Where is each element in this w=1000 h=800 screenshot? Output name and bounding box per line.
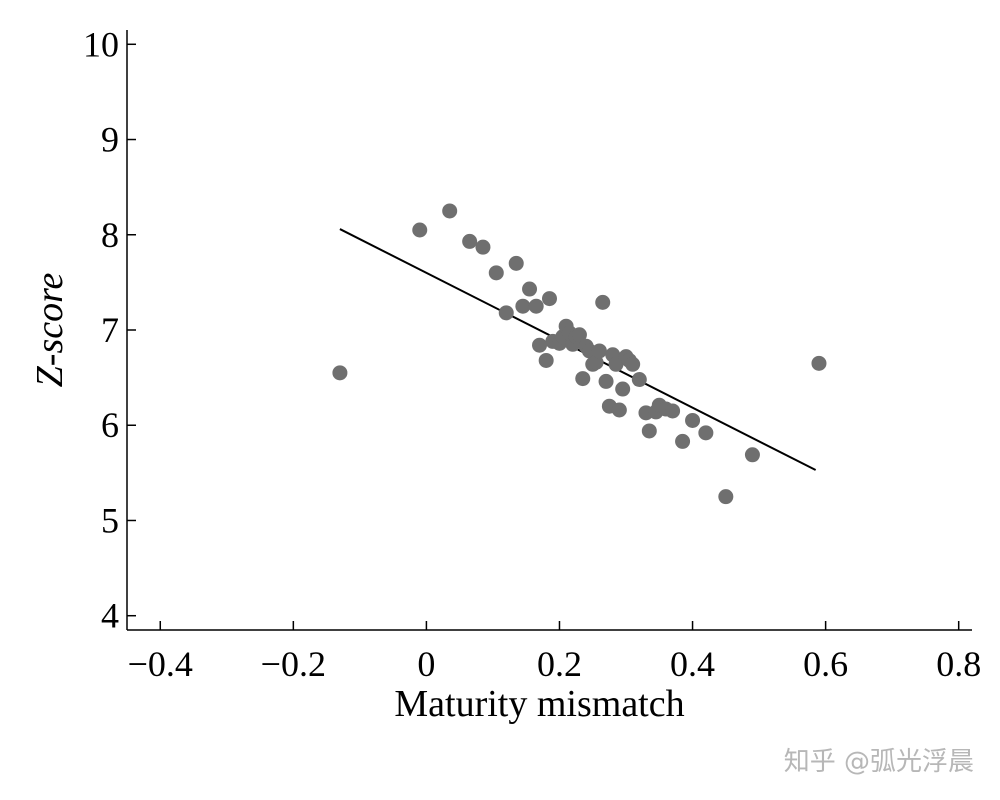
- x-ticks: −0.4 −0.2 0 0.2 0.4 0.6 0.8: [128, 621, 981, 684]
- data-point: [744, 447, 760, 463]
- data-point: [522, 281, 538, 297]
- data-point: [675, 433, 691, 449]
- x-tick-label: −0.2: [261, 644, 326, 684]
- data-point: [598, 373, 614, 389]
- data-points: [332, 203, 827, 505]
- data-point: [488, 265, 504, 281]
- data-point: [588, 354, 604, 370]
- data-point: [625, 356, 641, 372]
- axes: −0.4 −0.2 0 0.2 0.4 0.6 0.8 4 5 6 7 8 9 10: [83, 24, 981, 684]
- x-tick-label: 0.6: [803, 644, 848, 684]
- y-tick-label: 9: [101, 120, 119, 160]
- x-tick-label: 0.8: [936, 644, 981, 684]
- data-point: [811, 355, 827, 371]
- y-tick-label: 7: [101, 310, 119, 350]
- data-point: [532, 337, 548, 353]
- data-point: [631, 372, 647, 388]
- data-point: [332, 365, 348, 381]
- data-point: [718, 489, 734, 505]
- data-point: [515, 298, 531, 314]
- y-tick-label: 10: [83, 24, 119, 64]
- data-point: [698, 425, 714, 441]
- data-point: [538, 352, 554, 368]
- data-point: [475, 239, 491, 255]
- data-point: [665, 403, 681, 419]
- data-point: [615, 381, 631, 397]
- data-point: [595, 294, 611, 310]
- data-point: [442, 203, 458, 219]
- x-tick-label: −0.4: [128, 644, 193, 684]
- y-tick-label: 6: [101, 405, 119, 445]
- x-axis-label: Maturity mismatch: [394, 683, 684, 725]
- x-tick-label: 0.4: [670, 644, 715, 684]
- data-point: [508, 255, 524, 271]
- data-point: [591, 343, 607, 359]
- watermark: 知乎 @弧光浮晨: [783, 747, 974, 777]
- x-tick-label: 0: [417, 644, 435, 684]
- data-point: [571, 327, 587, 343]
- y-axis-label: Z-score: [29, 273, 71, 388]
- y-tick-label: 4: [101, 596, 119, 636]
- data-point: [498, 305, 514, 321]
- data-point: [685, 412, 701, 428]
- data-point: [542, 291, 557, 307]
- data-point: [611, 402, 627, 418]
- data-point: [412, 222, 428, 238]
- y-tick-label: 5: [101, 500, 119, 540]
- data-point: [528, 298, 544, 314]
- x-tick-label: 0.2: [537, 644, 582, 684]
- data-point: [462, 233, 478, 249]
- y-tick-label: 8: [101, 215, 119, 255]
- data-point: [641, 423, 657, 439]
- data-point: [575, 371, 591, 387]
- y-ticks: 4 5 6 7 8 9 10: [83, 24, 136, 636]
